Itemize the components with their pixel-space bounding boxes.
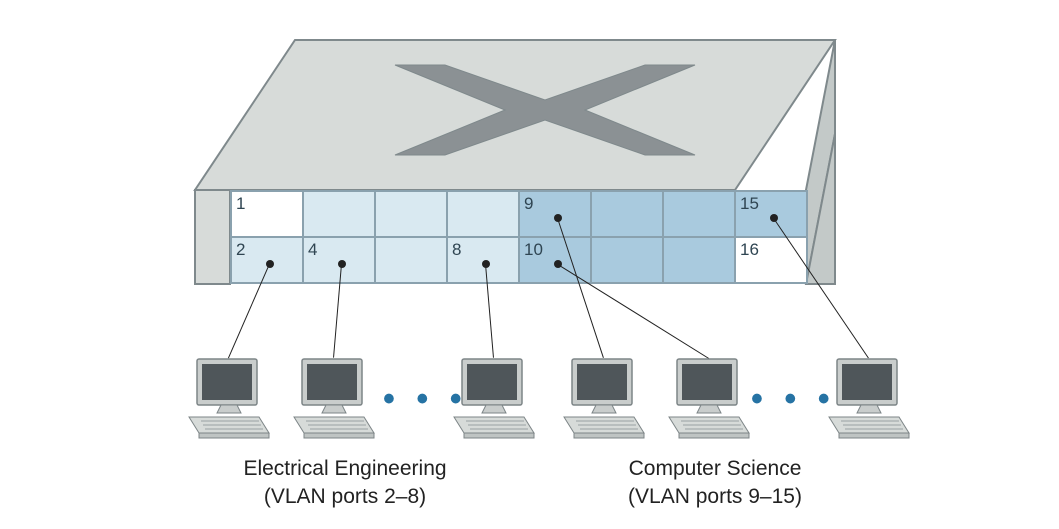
port-cell [375, 237, 447, 283]
port-cell [591, 191, 663, 237]
port-dot [338, 260, 346, 268]
caption-cs-line2: (VLAN ports 9–15) [628, 485, 802, 508]
computer-icon [560, 355, 648, 440]
port-grid: 1915 2481016 [230, 190, 808, 284]
port-cell [591, 237, 663, 283]
computer-icon [825, 355, 913, 440]
port-cell [663, 237, 735, 283]
ellipsis-cs: • • • [751, 380, 836, 419]
port-cell [303, 191, 375, 237]
diagram-root: { "structure_type": "network-diagram", "… [0, 0, 1059, 529]
port-cell: 1 [231, 191, 303, 237]
computer-icon [185, 355, 273, 440]
caption-ee-line1: Electrical Engineering [243, 457, 446, 480]
ellipsis-ee: • • • [383, 380, 468, 419]
caption-cs: Computer Science (VLAN ports 9–15) [565, 455, 865, 512]
port-cell [447, 191, 519, 237]
computer-icon [665, 355, 753, 440]
caption-ee-line2: (VLAN ports 2–8) [264, 485, 426, 508]
caption-ee: Electrical Engineering (VLAN ports 2–8) [190, 455, 500, 512]
caption-cs-line1: Computer Science [629, 457, 802, 480]
port-cell [663, 191, 735, 237]
computer-icon [290, 355, 378, 440]
port-cell [375, 191, 447, 237]
port-cell: 16 [735, 237, 807, 283]
